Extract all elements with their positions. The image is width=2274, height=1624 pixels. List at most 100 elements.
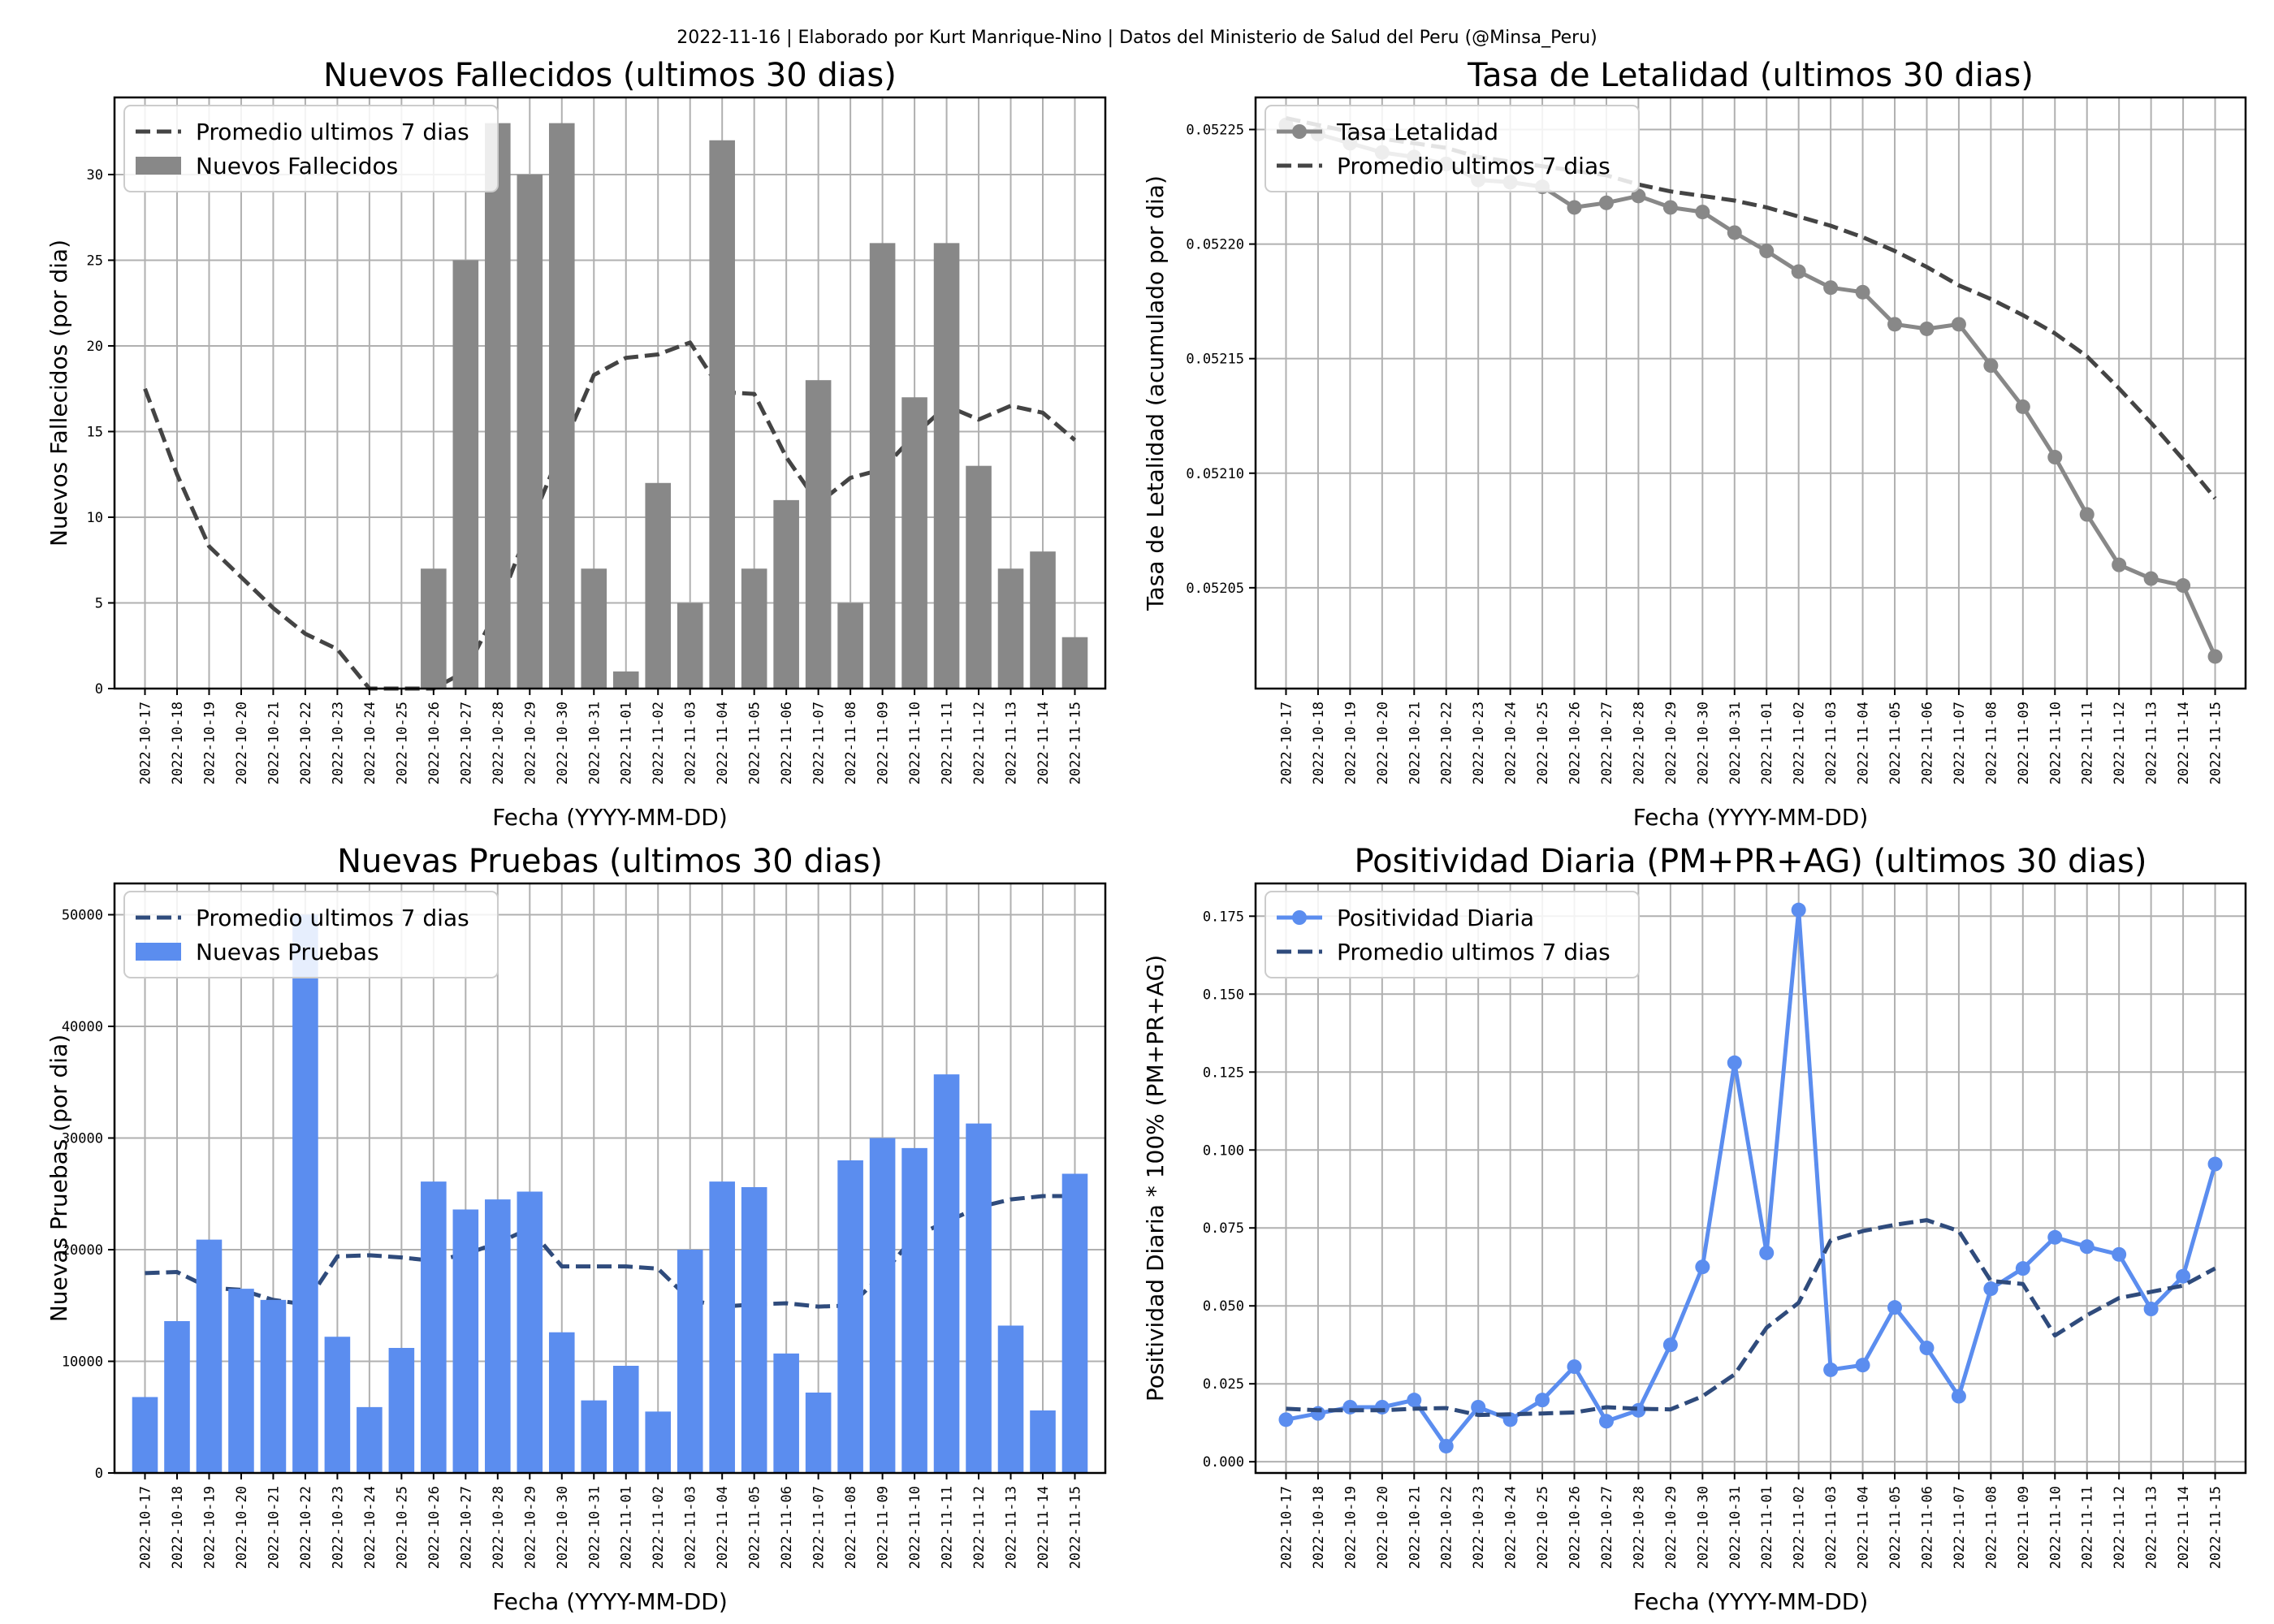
data-point [2015,1261,2030,1276]
xtick-label: 2022-10-20 [234,702,250,784]
series-1 [1278,117,2223,664]
bar [452,1209,479,1473]
chart-title: Positividad Diaria (PM+PR+AG) (ultimos 3… [1354,843,2146,880]
axes-frame [1254,882,2247,1475]
data-point [1759,1245,1775,1260]
chart-title: Nuevos Fallecidos (ultimos 30 dias) [323,57,897,94]
xtick-label: 2022-11-11 [940,1486,956,1569]
xtick-label: 2022-10-19 [1342,702,1359,784]
xtick-label: 2022-10-25 [1535,702,1551,784]
xtick-label: 2022-11-07 [811,702,828,784]
series-2 [1286,1218,2216,1418]
chart-3: 0 10000 20000 30000 40000 50000 2022-10-17 2022… [45,843,1107,1615]
bar [997,568,1024,689]
legend-box [123,891,499,978]
bar [548,1332,575,1473]
bar [421,568,447,689]
xtick-label: 2022-10-17 [138,1486,154,1569]
xtick-label: 2022-11-01 [1759,702,1775,784]
bar [260,1299,287,1473]
xtick-label: 2022-10-23 [330,702,346,784]
ytick-label: 0.000 [1203,1454,1244,1471]
xtick-label: 2022-11-14 [1035,1486,1052,1569]
xtick-label: 2022-11-08 [1983,702,1999,784]
xtick-label: 2022-11-04 [715,702,731,784]
bar [773,499,799,689]
data-point [1791,264,1806,279]
chart-title: Nuevas Pruebas (ultimos 30 dias) [337,843,883,880]
xtick-label: 2022-10-23 [330,1486,346,1569]
xtick-label: 2022-10-21 [1407,702,1423,784]
chart-title: Tasa de Letalidad (ultimos 30 dias) [1467,57,2034,94]
xtick-label: 2022-11-02 [1792,1486,1808,1569]
legend: Tasa Letalidad Promedio ultimos 7 dias [1265,105,1640,192]
xtick-label: 2022-10-31 [586,702,603,784]
xtick-label: 2022-10-21 [266,702,282,784]
xtick-label: 2022-11-11 [2080,702,2096,784]
xtick-label: 2022-10-20 [1375,1486,1391,1569]
xtick-label: 2022-10-30 [555,1486,571,1569]
series-line [1286,1218,2216,1418]
data-point [2079,507,2095,522]
series-line [1286,908,2217,1449]
data-point [1598,195,1614,210]
ytick-label: 0.050 [1203,1298,1244,1315]
legend: Promedio ultimos 7 dias Nuevos Fallecidos [123,105,499,192]
bar [966,1123,992,1473]
xtick-label: 2022-11-14 [2176,702,2192,784]
xtick-label: 2022-10-18 [170,702,186,784]
ytick-label: 40000 [62,1019,103,1035]
data-point [1951,317,1966,332]
bar [966,465,992,689]
xtick-label: 2022-10-26 [1567,1486,1584,1569]
ytick-label: 0.100 [1203,1142,1244,1159]
data-point [2047,450,2063,465]
data-point [1951,1389,1966,1404]
xtick-label: 2022-11-03 [683,702,699,784]
xtick-label: 2022-11-05 [1887,1486,1904,1569]
ytick-label: 0.05215 [1186,352,1244,368]
data-point [1983,1281,1999,1297]
bar [901,1147,927,1473]
ytick-label: 20 [87,339,103,355]
xtick-label: 2022-10-18 [1311,702,1327,784]
xtick-label: 2022-10-27 [458,702,474,784]
xtick-label: 2022-10-28 [1631,702,1647,784]
xtick-label: 2022-10-22 [298,1486,314,1569]
data-point [2047,1229,2063,1245]
xtick-label: 2022-10-30 [1695,702,1711,784]
series-1 [1278,902,2223,1453]
data-point [1887,1300,1903,1315]
ytick-label: 0 [95,1466,103,1482]
xtick-label: 2022-11-02 [1792,702,1808,784]
xtick-label: 2022-11-09 [2016,702,2032,784]
bar [164,1321,190,1473]
xtick-label: 2022-10-27 [1599,1486,1615,1569]
xtick-label: 2022-11-07 [811,1486,828,1569]
xtick-label: 2022-11-10 [907,702,923,784]
bar [901,397,927,689]
xtick-label: 2022-11-01 [619,1486,635,1569]
ytick-label: 0.075 [1203,1220,1244,1237]
xtick-label: 2022-10-17 [1278,702,1295,784]
data-point [2143,1302,2159,1317]
data-point [1567,200,1582,215]
ytick-label: 10 [87,510,103,526]
bar [517,1191,543,1473]
xtick-label: 2022-10-29 [1663,702,1680,784]
bar [485,123,511,689]
x-axis-label: Fecha (YYYY-MM-DD) [492,1588,728,1615]
data-point [1662,200,1678,215]
xtick-label: 2022-11-01 [619,702,635,784]
bar [1061,637,1088,689]
axes-frame [113,96,1107,690]
data-point [1631,188,1646,204]
bar [132,1397,158,1473]
legend-marker [1292,124,1307,139]
xtick-label: 2022-10-26 [426,702,443,784]
ytick-label: 0 [95,681,103,698]
xtick-label: 2022-10-18 [1311,1486,1327,1569]
xtick-label: 2022-11-08 [843,1486,859,1569]
xtick-label: 2022-11-04 [715,1486,731,1569]
xtick-label: 2022-11-01 [1759,1486,1775,1569]
